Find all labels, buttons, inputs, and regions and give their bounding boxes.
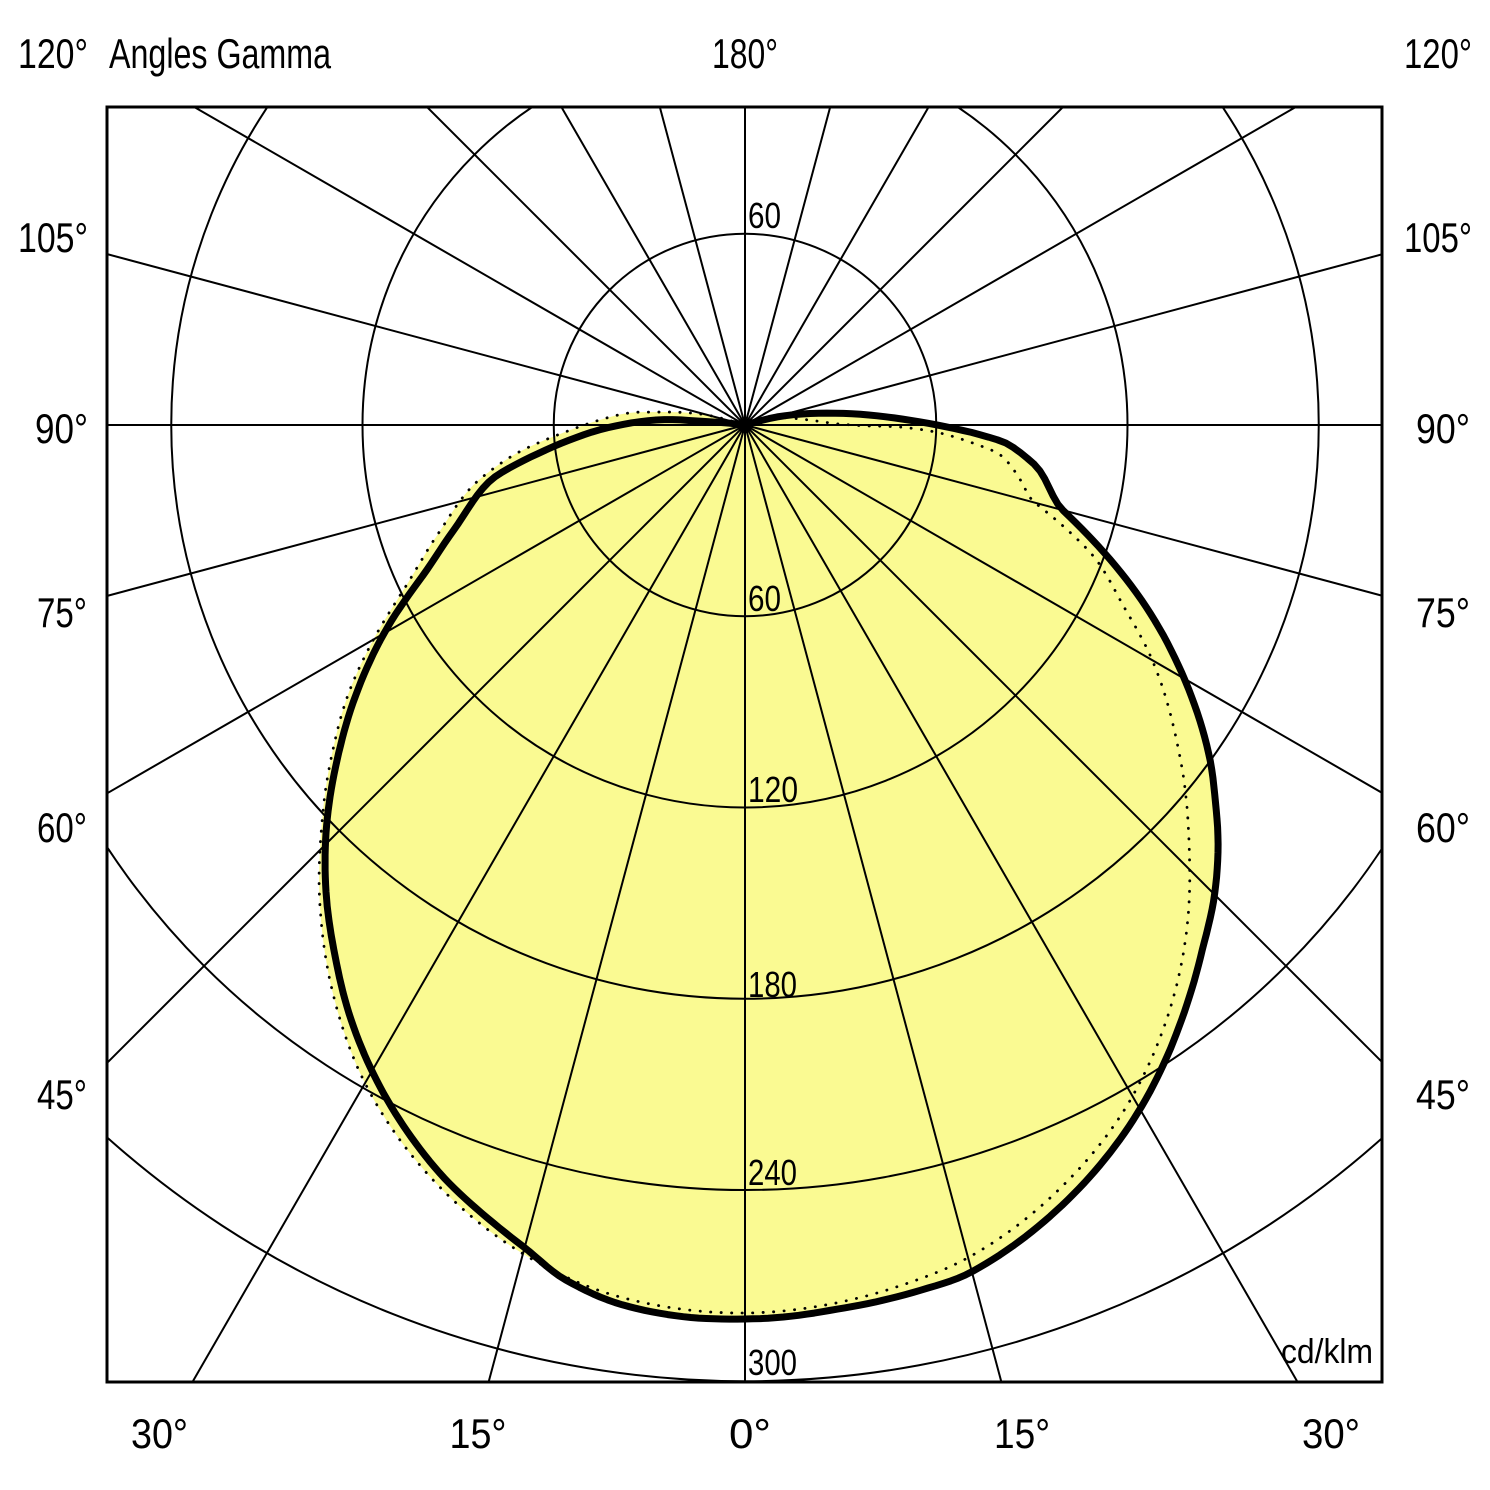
svg-text:120°: 120° (1404, 30, 1472, 77)
svg-text:60°: 60° (37, 804, 87, 851)
svg-text:30°: 30° (1302, 1410, 1360, 1457)
svg-text:180°: 180° (712, 30, 778, 77)
svg-text:15°: 15° (450, 1410, 507, 1457)
svg-text:105°: 105° (18, 214, 88, 261)
svg-text:120: 120 (748, 769, 798, 810)
svg-text:cd/klm: cd/klm (1281, 1333, 1373, 1371)
svg-text:0°: 0° (729, 1410, 771, 1457)
svg-text:75°: 75° (37, 589, 87, 636)
svg-text:60: 60 (748, 578, 781, 619)
svg-text:300: 300 (748, 1342, 797, 1383)
svg-text:45°: 45° (1416, 1071, 1470, 1118)
svg-text:60: 60 (748, 195, 781, 236)
svg-text:90°: 90° (35, 405, 88, 452)
svg-text:60°: 60° (1416, 804, 1470, 851)
svg-text:180: 180 (748, 964, 797, 1005)
svg-text:240: 240 (748, 1152, 797, 1193)
svg-text:120°: 120° (18, 30, 88, 77)
svg-text:75°: 75° (1416, 589, 1470, 636)
svg-text:90°: 90° (1416, 405, 1470, 452)
svg-text:105°: 105° (1404, 214, 1472, 261)
svg-text:45°: 45° (37, 1071, 87, 1118)
svg-text:30°: 30° (131, 1410, 188, 1457)
svg-text:15°: 15° (994, 1410, 1050, 1457)
svg-text:Angles Gamma: Angles Gamma (109, 30, 331, 77)
